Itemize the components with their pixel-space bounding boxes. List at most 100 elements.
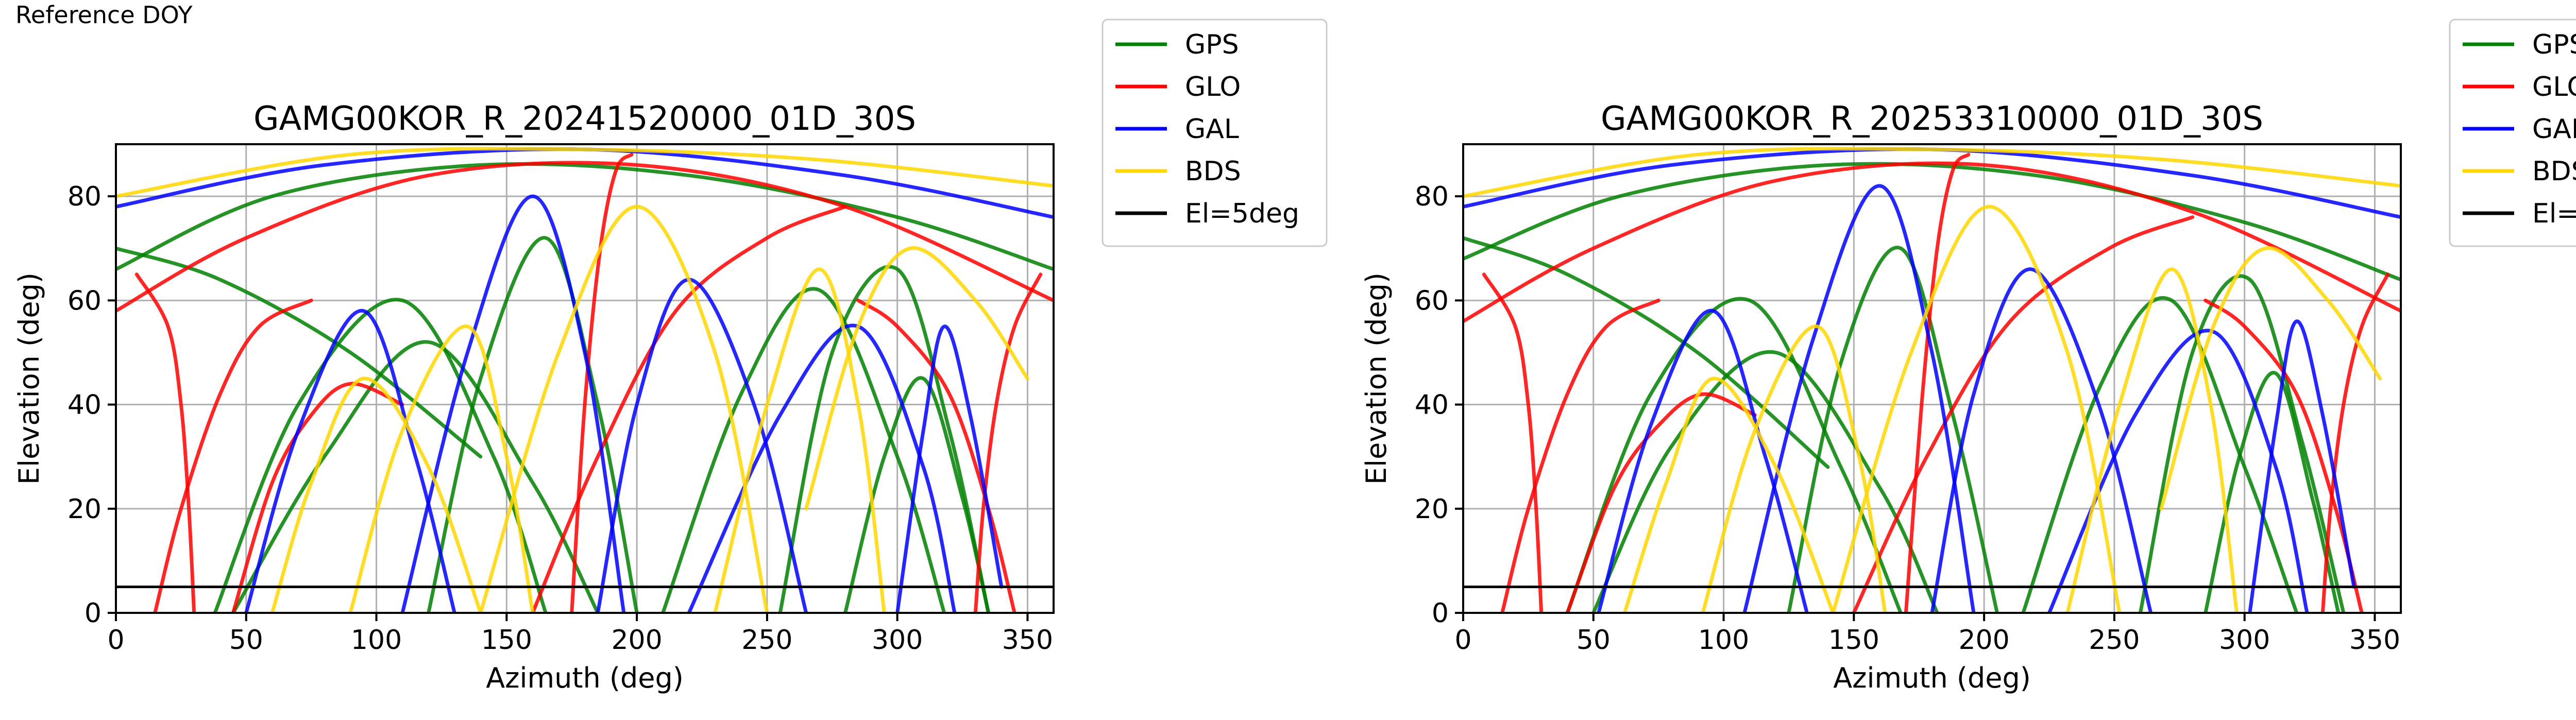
y-tick-label: 80 xyxy=(67,181,101,212)
track-bds xyxy=(348,324,535,613)
y-tick-label: 20 xyxy=(1415,494,1449,525)
legend-label-gal: GAL xyxy=(2532,114,2576,145)
track-bds xyxy=(116,147,1054,198)
track-glo xyxy=(531,204,848,613)
track-bds xyxy=(2065,267,2239,613)
y-axis-label: Elevation (deg) xyxy=(1360,272,1393,485)
y-tick-label: 40 xyxy=(67,390,101,421)
legend: GPS GLO GAL BDS El=5deg xyxy=(1101,19,1328,247)
track-gps xyxy=(1463,162,2401,282)
track-bds xyxy=(1701,324,1887,613)
x-tick-label: 100 xyxy=(1698,625,1749,656)
series-gps xyxy=(116,162,1054,613)
y-tick-label: 60 xyxy=(67,285,101,316)
legend-label-bds: BDS xyxy=(1185,156,1241,187)
x-tick-label: 250 xyxy=(2089,625,2140,656)
track-gps xyxy=(116,162,1054,271)
y-tick-label: 40 xyxy=(1415,390,1449,421)
series-bds xyxy=(116,147,1054,613)
series-glo xyxy=(1463,152,2401,613)
track-gps xyxy=(116,246,483,459)
legend-label-glo: GLO xyxy=(1185,72,1241,102)
x-tick-label: 350 xyxy=(1002,625,1053,656)
x-tick-label: 200 xyxy=(611,625,662,656)
track-bds xyxy=(1622,376,1835,613)
track-gps xyxy=(1787,246,1999,613)
legend-label-mask: El=5deg xyxy=(2532,198,2576,229)
y-tick-label: 0 xyxy=(84,598,101,629)
legend-box xyxy=(2449,19,2576,247)
y-tick-label: 20 xyxy=(67,494,101,525)
track-glo xyxy=(1852,215,2195,613)
x-tick-label: 150 xyxy=(481,625,532,656)
chart-panel-2: 0 50 100 150 200 250 300 350 0 20 40 60 80 GAMG00KOR_… xyxy=(1360,19,2576,694)
track-gps xyxy=(2204,371,2341,613)
x-tick-label: 50 xyxy=(1577,625,1611,656)
legend-label-gps: GPS xyxy=(2532,29,2576,60)
track-bds xyxy=(270,376,483,613)
y-tick-label: 0 xyxy=(1432,598,1449,629)
series-bds xyxy=(1463,147,2401,613)
x-tick-label: 100 xyxy=(351,625,402,656)
track-gps xyxy=(661,287,946,613)
track-glo xyxy=(570,152,634,613)
legend-label-glo: GLO xyxy=(2532,72,2576,102)
x-tick-label: 250 xyxy=(741,625,792,656)
track-bds xyxy=(804,246,1029,511)
y-tick-label: 60 xyxy=(1415,285,1449,316)
track-gps xyxy=(2021,296,2299,613)
track-gps xyxy=(1565,297,1903,613)
track-gps xyxy=(843,376,991,613)
legend-label-gal: GAL xyxy=(1185,114,1239,145)
legend-label-mask: El=5deg xyxy=(1185,198,1299,229)
x-tick-label: 350 xyxy=(2349,625,2400,656)
track-gps xyxy=(213,298,548,613)
track-glo xyxy=(1904,152,1971,613)
legend-box xyxy=(1101,19,1328,247)
x-axis-label: Azimuth (deg) xyxy=(486,662,684,694)
track-glo xyxy=(1482,272,1544,613)
x-tick-label: 300 xyxy=(872,625,923,656)
x-tick-label: 150 xyxy=(1828,625,1879,656)
track-gal xyxy=(244,309,456,613)
track-bds xyxy=(1831,204,2122,613)
track-bds xyxy=(479,204,769,613)
x-axis-label: Azimuth (deg) xyxy=(1833,662,2031,694)
axes-frame xyxy=(115,143,1055,614)
plot-area xyxy=(116,147,1054,613)
track-glo xyxy=(1463,161,2401,323)
legend-label-bds: BDS xyxy=(2532,156,2576,187)
track-gal xyxy=(895,324,1004,613)
x-tick-label: 200 xyxy=(1958,625,2009,656)
plot-area xyxy=(1463,147,2401,613)
track-gal xyxy=(1597,308,1809,613)
series-glo xyxy=(116,152,1054,613)
track-glo xyxy=(153,298,313,613)
track-gps xyxy=(1591,350,1939,613)
track-glo xyxy=(856,298,1016,613)
track-bds xyxy=(2159,246,2382,511)
track-gal xyxy=(116,147,1054,219)
track-gps xyxy=(427,236,639,613)
track-gps xyxy=(778,265,991,613)
series-gal xyxy=(1463,147,2401,613)
track-gal xyxy=(1930,267,2153,613)
track-gal xyxy=(2248,319,2356,613)
track-gps xyxy=(1463,236,1830,469)
y-tick-label: 80 xyxy=(1415,181,1449,212)
track-gal xyxy=(400,194,626,613)
track-glo xyxy=(134,272,196,613)
track-glo xyxy=(1500,298,1660,613)
x-tick-label: 300 xyxy=(2219,625,2270,656)
track-gps xyxy=(231,340,600,613)
track-gal xyxy=(1742,184,1976,613)
track-bds xyxy=(1463,147,2401,198)
y-axis-label: Elevation (deg) xyxy=(13,272,45,485)
x-tick-label: 0 xyxy=(1454,625,1471,656)
track-glo xyxy=(231,382,404,613)
track-glo xyxy=(1565,392,1757,613)
x-tick-label: 50 xyxy=(229,625,263,656)
track-glo xyxy=(2320,272,2390,613)
legend-label-gps: GPS xyxy=(1185,29,1239,60)
